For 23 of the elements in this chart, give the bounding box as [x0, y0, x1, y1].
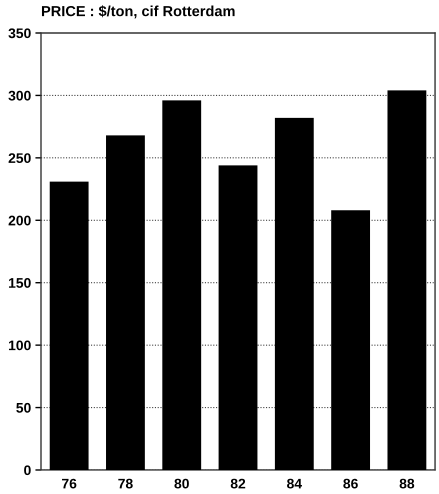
x-tick-label: 80 [174, 478, 189, 489]
bar [331, 210, 370, 470]
y-tick-label: 250 [8, 153, 31, 164]
y-tick-label: 100 [8, 340, 31, 350]
y-tick-label: 150 [8, 278, 31, 288]
x-tick-label: 76 [62, 478, 76, 489]
y-tick-label: 0 [24, 465, 31, 476]
x-tick-label: 86 [343, 478, 358, 489]
x-tick-label: 78 [118, 478, 133, 489]
x-tick-label: 84 [287, 478, 302, 489]
bar [106, 135, 145, 470]
bar [387, 90, 426, 470]
bar [274, 118, 314, 470]
y-tick-label: 200 [8, 216, 31, 226]
bar [218, 165, 258, 470]
y-tick-label: 300 [8, 90, 31, 101]
x-tick-label: 88 [400, 478, 414, 489]
bar [50, 182, 89, 470]
chart-title: PRICE : $/ton, cif Rotterdam [42, 5, 235, 18]
x-tick-label: 82 [230, 478, 246, 489]
y-tick-label: 350 [8, 28, 31, 38]
bar [162, 100, 202, 470]
y-tick-label: 50 [16, 402, 31, 413]
